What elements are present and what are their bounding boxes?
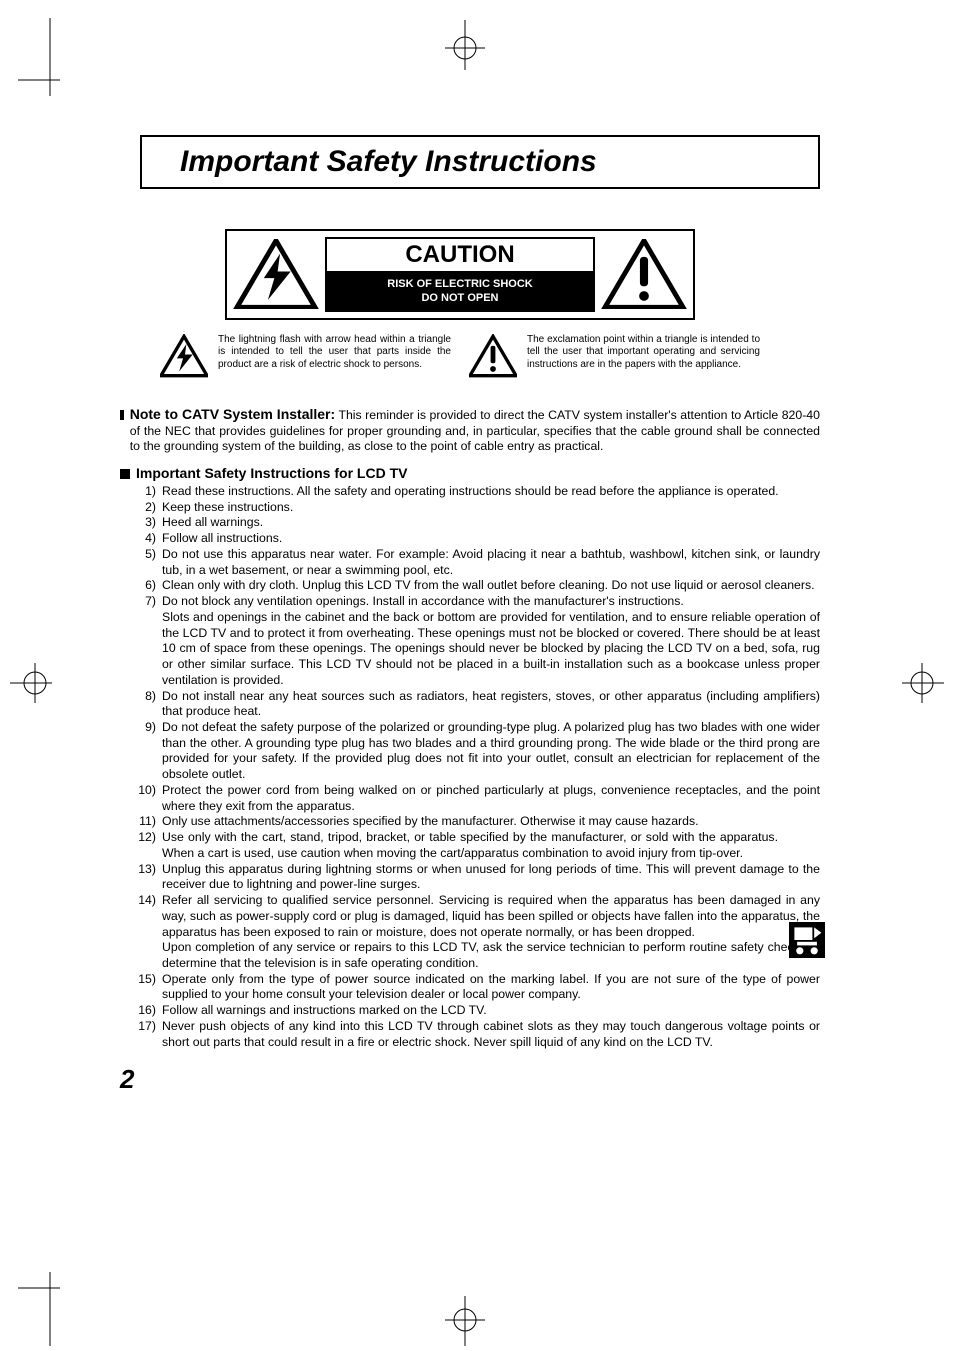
- instruction-item: 4)Follow all instructions.: [136, 531, 820, 547]
- item-text: Follow all warnings and instructions mar…: [162, 1003, 820, 1019]
- instruction-item: 3)Heed all warnings.: [136, 515, 820, 531]
- symbol-explanations: The lightning flash with arrow head with…: [160, 334, 760, 378]
- item-text: Read these instructions. All the safety …: [162, 484, 820, 500]
- catv-title: Note to CATV System Installer:: [130, 406, 335, 422]
- instruction-item: 1)Read these instructions. All the safet…: [136, 484, 820, 500]
- instruction-item: 15)Operate only from the type of power s…: [136, 972, 820, 1003]
- lightning-triangle-small-icon: [160, 334, 208, 378]
- item-number: 17): [136, 1019, 162, 1050]
- caution-subtext: RISK OF ELECTRIC SHOCK DO NOT OPEN: [327, 273, 593, 310]
- item-number: 5): [136, 547, 162, 578]
- catv-line: Note to CATV System Installer: This remi…: [130, 406, 820, 455]
- lightning-triangle-icon: [233, 239, 319, 309]
- page-title: Important Safety Instructions: [160, 145, 800, 179]
- exclaim-text: The exclamation point within a triangle …: [527, 334, 760, 372]
- item-text: Use only with the cart, stand, tripod, b…: [162, 830, 820, 861]
- item-text: Follow all instructions.: [162, 531, 820, 547]
- item-number: 16): [136, 1003, 162, 1019]
- instruction-item: 6)Clean only with dry cloth. Unplug this…: [136, 578, 820, 594]
- item-text: Do not use this apparatus near water. Fo…: [162, 547, 820, 578]
- instruction-item: 11)Only use attachments/accessories spec…: [136, 814, 820, 830]
- item-number: 11): [136, 814, 162, 830]
- item-number: 12): [136, 830, 162, 861]
- item-text: Do not block any ventilation openings. I…: [162, 594, 820, 688]
- square-bullet-icon: [120, 469, 130, 479]
- item-number: 10): [136, 783, 162, 814]
- item-text: Heed all warnings.: [162, 515, 820, 531]
- caution-line1: RISK OF ELECTRIC SHOCK: [387, 278, 532, 290]
- caution-box: CAUTION RISK OF ELECTRIC SHOCK DO NOT OP…: [225, 229, 695, 320]
- instruction-item: 16)Follow all warnings and instructions …: [136, 1003, 820, 1019]
- cart-tipover-icon: [789, 922, 825, 958]
- lightning-explain: The lightning flash with arrow head with…: [160, 334, 451, 378]
- item-text: Refer all servicing to qualified service…: [162, 893, 820, 972]
- item-number: 9): [136, 720, 162, 783]
- instructions-title: Important Safety Instructions for LCD TV: [136, 465, 407, 481]
- item-number: 15): [136, 972, 162, 1003]
- instruction-item: 8) Do not install near any heat sources …: [136, 689, 820, 720]
- instructions-list: 1)Read these instructions. All the safet…: [136, 484, 820, 1050]
- page-content: Important Safety Instructions CAUTION RI…: [120, 135, 820, 1095]
- item-text: Never push objects of any kind into this…: [162, 1019, 820, 1050]
- catv-section: Note to CATV System Installer: This remi…: [120, 406, 820, 455]
- caution-line2: DO NOT OPEN: [421, 292, 498, 304]
- item-number: 7): [136, 594, 162, 688]
- item-number: 3): [136, 515, 162, 531]
- instruction-item: 13)Unplug this apparatus during lightnin…: [136, 862, 820, 893]
- item-text: Only use attachments/accessories specifi…: [162, 814, 820, 830]
- lightning-text: The lightning flash with arrow head with…: [218, 334, 451, 372]
- instruction-item: 10) Protect the power cord from being wa…: [136, 783, 820, 814]
- instructions-section: Important Safety Instructions for LCD TV…: [120, 465, 820, 1050]
- instruction-item: 5)Do not use this apparatus near water. …: [136, 547, 820, 578]
- item-number: 6): [136, 578, 162, 594]
- exclaim-triangle-icon: [601, 239, 687, 309]
- title-box: Important Safety Instructions: [140, 135, 820, 189]
- instruction-item: 12)Use only with the cart, stand, tripod…: [136, 830, 820, 861]
- exclaim-explain: The exclamation point within a triangle …: [469, 334, 760, 378]
- item-text: Clean only with dry cloth. Unplug this L…: [162, 578, 820, 594]
- item-text: Operate only from the type of power sour…: [162, 972, 820, 1003]
- square-bullet-icon: [120, 410, 124, 420]
- instruction-item: 2)Keep these instructions.: [136, 500, 820, 516]
- item-number: 2): [136, 500, 162, 516]
- instruction-item: 9) Do not defeat the safety purpose of t…: [136, 720, 820, 783]
- instruction-item: 7)Do not block any ventilation openings.…: [136, 594, 820, 688]
- item-number: 8): [136, 689, 162, 720]
- item-number: 4): [136, 531, 162, 547]
- instruction-item: 17)Never push objects of any kind into t…: [136, 1019, 820, 1050]
- caution-heading: CAUTION: [327, 239, 593, 273]
- caution-center: CAUTION RISK OF ELECTRIC SHOCK DO NOT OP…: [325, 237, 595, 312]
- item-text: Protect the power cord from being walked…: [162, 783, 820, 814]
- item-text: Unplug this apparatus during lightning s…: [162, 862, 820, 893]
- item-text: Keep these instructions.: [162, 500, 820, 516]
- item-text: Do not defeat the safety purpose of the …: [162, 720, 820, 783]
- item-text: Do not install near any heat sources suc…: [162, 689, 820, 720]
- item-number: 13): [136, 862, 162, 893]
- instruction-item: 14)Refer all servicing to qualified serv…: [136, 893, 820, 972]
- page-number: 2: [120, 1064, 820, 1095]
- exclaim-triangle-small-icon: [469, 334, 517, 378]
- item-number: 14): [136, 893, 162, 972]
- item-number: 1): [136, 484, 162, 500]
